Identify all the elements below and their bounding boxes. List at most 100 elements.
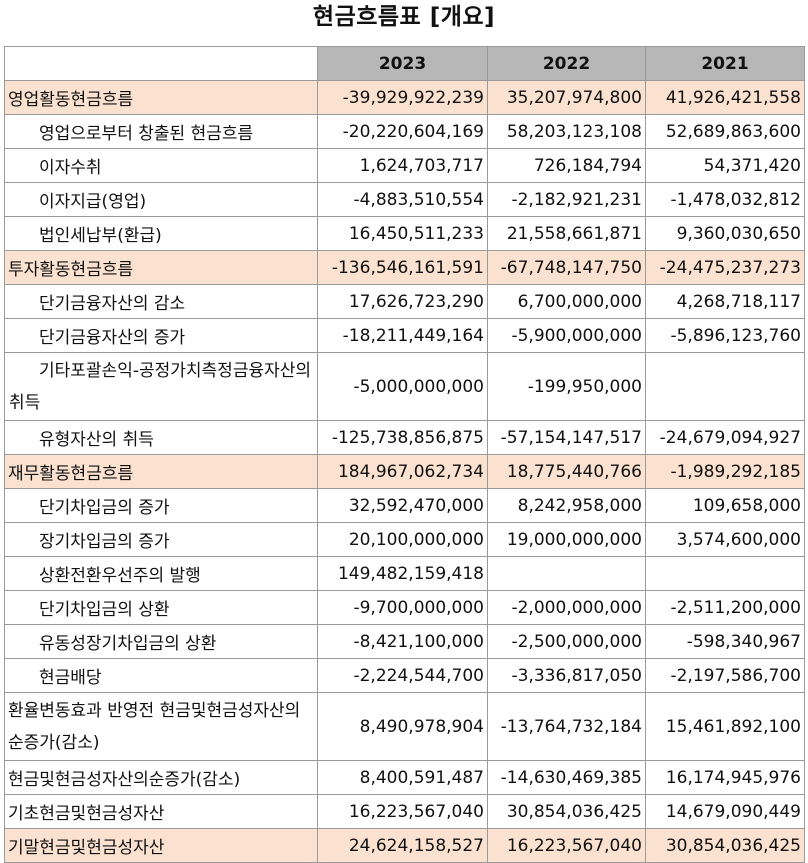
value-cell-2022: 58,203,123,108 — [487, 114, 646, 149]
value-cell-2023: 17,626,723,290 — [317, 284, 488, 319]
value-cell-2022 — [487, 556, 646, 591]
row-label: 단기차입금의 상환 — [4, 590, 318, 625]
row-label: 영업으로부터 창출된 현금흐름 — [4, 114, 318, 149]
value-cell-2022: 8,242,958,000 — [487, 488, 646, 523]
row-label: 유동성장기차입금의 상환 — [4, 624, 318, 659]
value-cell-2022: 30,854,036,425 — [487, 794, 646, 829]
value-cell-2022: 35,207,974,800 — [487, 80, 646, 115]
value-cell-2021 — [645, 556, 805, 591]
row-label: 법인세납부(환급) — [4, 216, 318, 251]
value-cell-2023: -2,224,544,700 — [317, 658, 488, 693]
table-row: 기초현금및현금성자산 16,223,567,040 30,854,036,425 14… — [4, 794, 805, 829]
value-cell-2023: -18,211,449,164 — [317, 318, 488, 353]
row-label: 단기차입금의 증가 — [4, 488, 318, 523]
value-cell-2023: -39,929,922,239 — [317, 80, 488, 115]
value-cell-2022: -3,336,817,050 — [487, 658, 646, 693]
value-cell-2021: -24,475,237,273 — [645, 250, 805, 285]
value-cell-2022: -67,748,147,750 — [487, 250, 646, 285]
cash-flow-table: 2023 2022 2021 영업활동현금흐름 -39,929,922,239 35… — [4, 46, 805, 863]
row-label: 현금배당 — [4, 658, 318, 693]
value-cell-2022: -14,630,469,385 — [487, 760, 646, 795]
value-cell-2023: -8,421,100,000 — [317, 624, 488, 659]
column-header-2021: 2021 — [645, 46, 805, 81]
row-label: 이자지급(영업) — [4, 182, 318, 217]
value-cell-2021: 4,268,718,117 — [645, 284, 805, 319]
table-row: 장기차입금의 증가 20,100,000,000 19,000,000,000 3,5… — [4, 522, 805, 557]
value-cell-2023: 20,100,000,000 — [317, 522, 488, 557]
column-header-2023: 2023 — [317, 46, 488, 81]
value-cell-2021: 54,371,420 — [645, 148, 805, 183]
value-cell-2021: 16,174,945,976 — [645, 760, 805, 795]
page-title: 현금흐름표 [개요] — [312, 4, 496, 30]
value-cell-2021: 14,679,090,449 — [645, 794, 805, 829]
table-row: 기타포괄손익-공정가치측정금융자산의 취득 -5,000,000,000 -199,… — [4, 352, 805, 421]
value-cell-2021: 3,574,600,000 — [645, 522, 805, 557]
table-row: 단기금융자산의 증가 -18,211,449,164 -5,900,000,000-… — [4, 318, 805, 353]
table-row: 단기금융자산의 감소 17,626,723,290 6,700,000,000 4,2… — [4, 284, 805, 319]
value-cell-2023: 8,490,978,904 — [317, 692, 488, 761]
row-label: 단기금융자산의 증가 — [4, 318, 318, 353]
table-row: 투자활동현금흐름 -136,546,161,591 -67,748,147,750-… — [4, 250, 805, 285]
value-cell-2022: -5,900,000,000 — [487, 318, 646, 353]
table-row: 상환전환우선주의 발행 149,482,159,418 — [4, 556, 805, 591]
table-row: 영업으로부터 창출된 현금흐름 -20,220,604,169 58,203,123… — [4, 114, 805, 149]
value-cell-2022: -2,182,921,231 — [487, 182, 646, 217]
value-cell-2021: -5,896,123,760 — [645, 318, 805, 353]
value-cell-2022: 21,558,661,871 — [487, 216, 646, 251]
value-cell-2023: -136,546,161,591 — [317, 250, 488, 285]
value-cell-2022: 18,775,440,766 — [487, 454, 646, 489]
value-cell-2021: -598,340,967 — [645, 624, 805, 659]
value-cell-2021: 41,926,421,558 — [645, 80, 805, 115]
value-cell-2021: 109,658,000 — [645, 488, 805, 523]
value-cell-2021: 52,689,863,600 — [645, 114, 805, 149]
column-header-2022: 2022 — [487, 46, 646, 81]
value-cell-2022: 726,184,794 — [487, 148, 646, 183]
row-label: 환율변동효과 반영전 현금및현금성자산의 순증가(감소) — [4, 692, 318, 761]
value-cell-2021: -1,989,292,185 — [645, 454, 805, 489]
row-label: 현금및현금성자산의순증가(감소) — [4, 760, 318, 795]
value-cell-2022: 19,000,000,000 — [487, 522, 646, 557]
table-row: 유동성장기차입금의 상환 -8,421,100,000 -2,500,000,000… — [4, 624, 805, 659]
value-cell-2023: 149,482,159,418 — [317, 556, 488, 591]
value-cell-2023: 184,967,062,734 — [317, 454, 488, 489]
value-cell-2023: -4,883,510,554 — [317, 182, 488, 217]
table-row: 법인세납부(환급) 16,450,511,233 21,558,661,871 9,3… — [4, 216, 805, 251]
row-label: 영업활동현금흐름 — [4, 80, 318, 115]
table-body: 영업활동현금흐름 -39,929,922,239 35,207,974,800 41,… — [4, 80, 805, 863]
value-cell-2023: -5,000,000,000 — [317, 352, 488, 421]
value-cell-2023: -9,700,000,000 — [317, 590, 488, 625]
table-row: 현금배당 -2,224,544,700 -3,336,817,050 -2,197,5… — [4, 658, 805, 693]
value-cell-2022: 6,700,000,000 — [487, 284, 646, 319]
value-cell-2023: 16,450,511,233 — [317, 216, 488, 251]
row-label: 기타포괄손익-공정가치측정금융자산의 취득 — [4, 352, 318, 421]
value-cell-2022: -2,500,000,000 — [487, 624, 646, 659]
table-row: 유형자산의 취득 -125,738,856,875 -57,154,147,517-… — [4, 420, 805, 455]
value-cell-2022: -57,154,147,517 — [487, 420, 646, 455]
header-row: 2023 2022 2021 — [4, 46, 805, 81]
value-cell-2022: 16,223,567,040 — [487, 828, 646, 863]
value-cell-2021: -2,511,200,000 — [645, 590, 805, 625]
value-cell-2022: -199,950,000 — [487, 352, 646, 421]
value-cell-2021: -1,478,032,812 — [645, 182, 805, 217]
table-row: 단기차입금의 상환 -9,700,000,000 -2,000,000,000 -2,… — [4, 590, 805, 625]
row-label: 기초현금및현금성자산 — [4, 794, 318, 829]
table-row: 현금및현금성자산의순증가(감소) 8,400,591,487 -14,630,469… — [4, 760, 805, 795]
value-cell-2021: 30,854,036,425 — [645, 828, 805, 863]
value-cell-2023: 32,592,470,000 — [317, 488, 488, 523]
row-label: 장기차입금의 증가 — [4, 522, 318, 557]
table-row: 환율변동효과 반영전 현금및현금성자산의 순증가(감소) 8,490,978,90… — [4, 692, 805, 761]
value-cell-2023: -20,220,604,169 — [317, 114, 488, 149]
value-cell-2023: 1,624,703,717 — [317, 148, 488, 183]
value-cell-2021: -2,197,586,700 — [645, 658, 805, 693]
row-label: 유형자산의 취득 — [4, 420, 318, 455]
value-cell-2022: -13,764,732,184 — [487, 692, 646, 761]
table-row: 이자수취 1,624,703,717 726,184,794 54,371,420 — [4, 148, 805, 183]
table-row: 영업활동현금흐름 -39,929,922,239 35,207,974,800 41,… — [4, 80, 805, 115]
row-label: 재무활동현금흐름 — [4, 454, 318, 489]
value-cell-2023: -125,738,856,875 — [317, 420, 488, 455]
value-cell-2023: 24,624,158,527 — [317, 828, 488, 863]
value-cell-2023: 16,223,567,040 — [317, 794, 488, 829]
value-cell-2022: -2,000,000,000 — [487, 590, 646, 625]
header-blank-cell — [4, 46, 318, 81]
row-label: 기말현금및현금성자산 — [4, 828, 318, 863]
